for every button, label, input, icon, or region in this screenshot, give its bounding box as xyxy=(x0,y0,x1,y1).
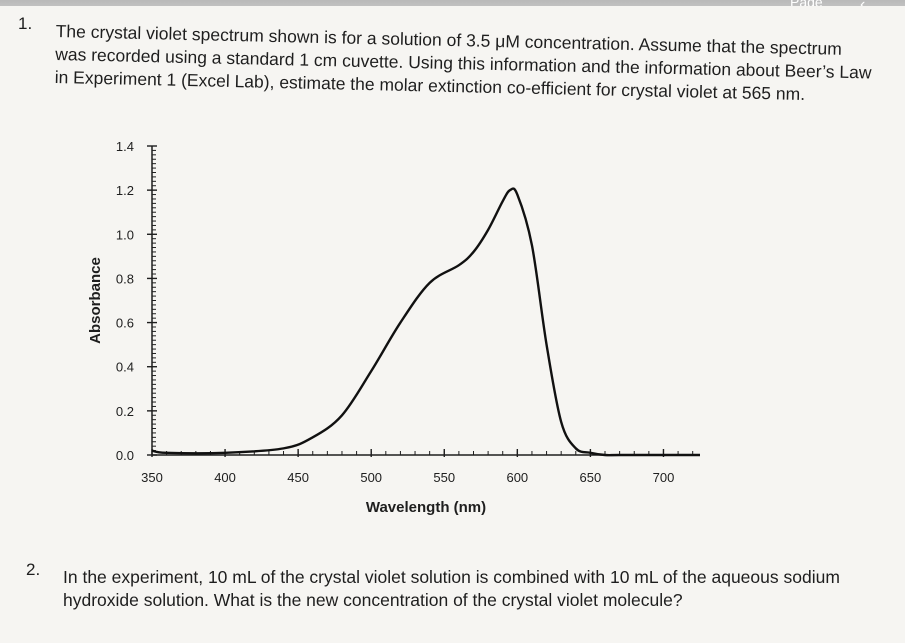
y-tick-label: 1.4 xyxy=(116,139,134,154)
y-tick-label: 1.2 xyxy=(116,183,134,198)
x-tick-label: 600 xyxy=(506,470,528,485)
page-label: Page xyxy=(790,0,823,10)
x-tick-label: 550 xyxy=(433,470,455,485)
y-tick-label: 0.4 xyxy=(116,360,134,375)
y-tick-label: 0.8 xyxy=(116,271,134,286)
x-tick-label: 400 xyxy=(214,470,236,485)
x-tick-label: 450 xyxy=(287,470,309,485)
x-tick-label: 700 xyxy=(653,470,675,485)
x-tick-label: 650 xyxy=(580,470,602,485)
x-tick-label: 500 xyxy=(360,470,382,485)
question-2-text: In the experiment, 10 mL of the crystal … xyxy=(63,567,840,610)
chart-axes xyxy=(151,146,700,456)
question-1-number: 1. xyxy=(18,14,33,33)
y-tick-label: 0.6 xyxy=(116,316,134,331)
y-tick-label: 1.0 xyxy=(116,227,134,242)
x-tick-label: 350 xyxy=(141,470,163,485)
x-axis-label: Wavelength (nm) xyxy=(366,499,486,516)
y-axis-label: Absorbance xyxy=(87,257,104,344)
y-ticks: 0.0 0.2 0.4 0.6 0.8 1.0 1.2 1.4 xyxy=(116,139,157,463)
absorbance-curve xyxy=(151,187,700,457)
y-tick-label: 0.0 xyxy=(116,448,134,463)
question-2-number: 2. xyxy=(26,560,41,579)
document-page: 1. The crystal violet spectrum shown is … xyxy=(0,6,905,643)
y-tick-label: 0.2 xyxy=(116,404,134,419)
